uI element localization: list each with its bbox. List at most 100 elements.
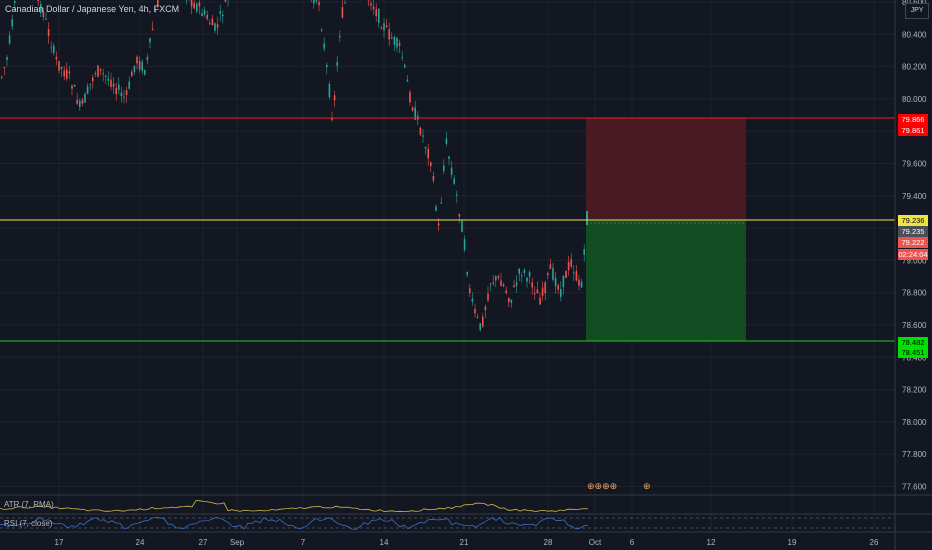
candle-body bbox=[474, 308, 476, 314]
candle-body bbox=[482, 316, 484, 327]
candle-body bbox=[510, 299, 513, 303]
price-tick-label: 78.200 bbox=[902, 386, 927, 395]
candle-body bbox=[367, 0, 370, 1]
candle-body bbox=[575, 271, 578, 281]
candle-body bbox=[115, 87, 117, 95]
candle-body bbox=[549, 264, 552, 269]
price-tick-label: 80.400 bbox=[902, 30, 927, 39]
time-tick-label: 17 bbox=[55, 538, 64, 547]
candle-body bbox=[81, 99, 84, 104]
time-tick-label: 12 bbox=[707, 538, 716, 547]
candle-body bbox=[151, 28, 154, 30]
candle-body bbox=[567, 261, 570, 271]
candle-body bbox=[547, 272, 549, 276]
candle-body bbox=[196, 3, 198, 12]
candle-body bbox=[424, 147, 427, 149]
candle-body bbox=[393, 36, 396, 45]
candle-body bbox=[541, 287, 544, 296]
candle-body bbox=[560, 288, 562, 297]
currency-badge[interactable]: JPY bbox=[905, 3, 929, 19]
chart-grid bbox=[0, 0, 895, 532]
candle-body bbox=[193, 2, 195, 9]
candle-body bbox=[105, 75, 107, 78]
candle-body bbox=[440, 202, 442, 204]
atr-label[interactable]: ATR (7, RMA) bbox=[4, 500, 54, 509]
candle-body bbox=[534, 292, 536, 294]
candle-body bbox=[79, 100, 81, 107]
candle-body bbox=[110, 79, 112, 87]
candle-body bbox=[55, 56, 58, 60]
candle-body bbox=[562, 275, 565, 288]
candle-body bbox=[513, 285, 515, 288]
dividend-event-icon[interactable]: ⊕ bbox=[643, 481, 651, 491]
candle-body bbox=[461, 220, 463, 233]
candle-body bbox=[320, 29, 323, 31]
candle-body bbox=[586, 211, 588, 225]
candle-body bbox=[484, 306, 487, 311]
candle-body bbox=[154, 9, 156, 13]
candle-body bbox=[521, 275, 523, 277]
candle-body bbox=[406, 79, 409, 82]
candle-body bbox=[201, 13, 203, 17]
candle-body bbox=[445, 138, 448, 144]
risk-zone[interactable] bbox=[586, 118, 746, 220]
candle-body bbox=[219, 11, 221, 14]
candle-body bbox=[222, 14, 224, 17]
candle-body bbox=[318, 1, 320, 6]
candle-body bbox=[14, 1, 16, 3]
candlestick-series bbox=[1, 0, 588, 332]
candle-body bbox=[190, 0, 193, 7]
candle-body bbox=[94, 73, 97, 75]
candle-body bbox=[8, 35, 11, 44]
atr-line bbox=[0, 500, 589, 513]
candle-body bbox=[71, 85, 73, 89]
candle-body bbox=[331, 117, 333, 120]
time-axis[interactable]: 17 24 27 Sep 7 14 21 28 Oct 6 12 19 26 bbox=[55, 538, 879, 547]
candle-body bbox=[76, 99, 78, 104]
candle-body bbox=[531, 282, 533, 288]
candle-body bbox=[508, 298, 510, 303]
candle-body bbox=[73, 84, 76, 87]
candle-body bbox=[203, 10, 206, 15]
time-tick-label: 19 bbox=[788, 538, 797, 547]
candle-body bbox=[216, 24, 219, 28]
candle-body bbox=[326, 65, 328, 68]
price-tick-label: 80.200 bbox=[902, 63, 927, 72]
candle-body bbox=[133, 65, 136, 73]
candle-body bbox=[214, 23, 216, 31]
calendar-event-icon[interactable]: ⊕⊕⊕⊕ bbox=[587, 481, 618, 491]
last-price-tag: 79.235 bbox=[898, 226, 928, 237]
entry-price-tag: 79.236 bbox=[898, 215, 928, 226]
candle-body bbox=[580, 281, 583, 288]
reward-zone[interactable] bbox=[586, 220, 746, 341]
candle-body bbox=[89, 83, 91, 85]
candle-body bbox=[42, 11, 45, 18]
price-tick-label: 77.600 bbox=[902, 483, 927, 492]
time-tick-label: Sep bbox=[230, 538, 245, 547]
time-tick-label: 27 bbox=[199, 538, 208, 547]
candle-body bbox=[224, 0, 227, 2]
candle-body bbox=[120, 92, 123, 97]
candle-body bbox=[372, 6, 375, 10]
time-tick-label: 14 bbox=[380, 538, 389, 547]
candle-body bbox=[500, 280, 502, 287]
rsi-label[interactable]: RSI (7, close) bbox=[4, 519, 53, 528]
candle-body bbox=[456, 194, 458, 196]
candle-body bbox=[206, 14, 208, 19]
candle-body bbox=[58, 61, 60, 71]
candle-body bbox=[583, 249, 585, 255]
candle-body bbox=[565, 270, 567, 278]
candle-body bbox=[518, 268, 520, 274]
symbol-title[interactable]: Canadian Dollar / Japanese Yen, 4h, FXCM bbox=[5, 4, 180, 14]
candle-body bbox=[112, 83, 115, 87]
candle-body bbox=[68, 71, 71, 74]
rsi-line bbox=[0, 516, 589, 530]
candle-body bbox=[1, 76, 3, 78]
candle-body bbox=[552, 268, 554, 280]
candle-body bbox=[497, 276, 500, 278]
candle-body bbox=[344, 2, 346, 4]
candle-body bbox=[515, 282, 518, 286]
candle-body bbox=[40, 4, 42, 14]
candle-body bbox=[476, 316, 479, 318]
